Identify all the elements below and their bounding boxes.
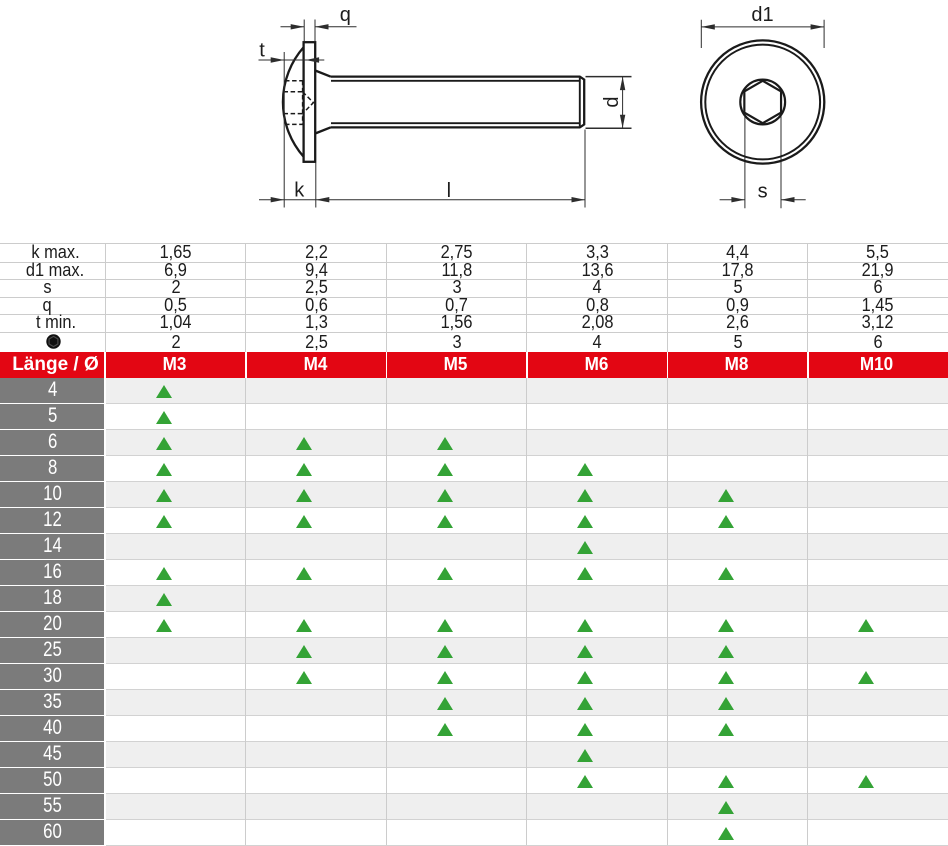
svg-text:d: d [601, 96, 623, 107]
svg-text:s: s [758, 180, 768, 202]
svg-text:l: l [447, 180, 451, 202]
svg-text:k: k [294, 180, 305, 202]
svg-text:q: q [340, 4, 351, 26]
svg-text:d1: d1 [751, 4, 773, 26]
svg-text:t: t [259, 40, 265, 62]
